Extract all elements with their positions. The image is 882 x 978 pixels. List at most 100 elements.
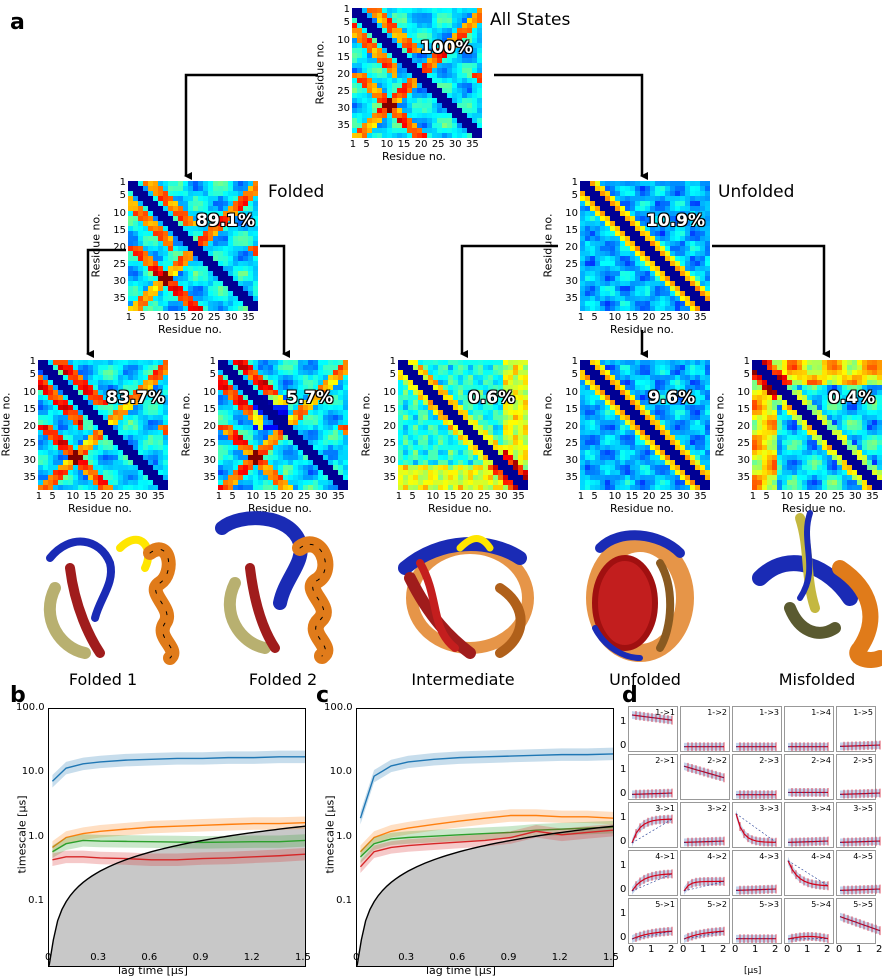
ck-cell-label: 2->5	[853, 756, 873, 765]
map-ylabel: Residue no.	[542, 196, 555, 296]
ck-cell: 4->2	[680, 850, 730, 896]
map-xtick: 30	[495, 491, 508, 502]
ck-cell: 3->2	[680, 802, 730, 848]
map-xtick: 10	[427, 491, 440, 502]
ck-cell-label: 1->1	[655, 708, 675, 717]
ck-cell-label: 2->3	[759, 756, 779, 765]
map-xtick: 35	[512, 491, 525, 502]
chart-xtick: 0	[353, 952, 359, 963]
ck-cell-label: 4->3	[759, 852, 779, 861]
map-xtick: 25	[660, 312, 673, 323]
map-xtick: 10	[67, 491, 80, 502]
map-xtick: 20	[815, 491, 828, 502]
chart-c-xlabel: lag time [μs]	[426, 964, 496, 977]
ck-xtick: 0	[628, 944, 634, 955]
ck-cell: 2->3	[732, 754, 782, 800]
chart-ytick: 0.1	[16, 895, 44, 906]
map-ytick: 25	[328, 86, 350, 97]
map-ylabel: Residue no.	[314, 23, 327, 123]
ck-cell-label: 5->4	[811, 900, 831, 909]
map-xtick: 15	[626, 312, 639, 323]
map-xtick: 10	[381, 139, 394, 150]
map-xtick: 10	[609, 312, 622, 323]
ck-cell-label: 2->4	[811, 756, 831, 765]
map-xtick: 25	[208, 312, 221, 323]
chart-xtick: 0.9	[501, 952, 517, 963]
chart-c-frame	[356, 708, 614, 967]
ck-xtick: 1	[648, 944, 654, 955]
map-ylabel: Residue no.	[360, 375, 373, 475]
map-ytick: 35	[14, 472, 36, 483]
map-xtick: 1	[396, 491, 402, 502]
map-title-unfolded: Unfolded	[718, 182, 794, 202]
ck-cell: 5->2	[680, 898, 730, 944]
map-ytick: 20	[14, 421, 36, 432]
ck-cell-label: 5->3	[759, 900, 779, 909]
structure-label-unfolded: Unfolded	[580, 670, 710, 689]
ck-cell-label: 4->2	[707, 852, 727, 861]
chart-ytick: 0.1	[324, 895, 352, 906]
chart-xtick: 0.3	[398, 952, 414, 963]
map-xtick: 1	[750, 491, 756, 502]
map-xtick: 30	[849, 491, 862, 502]
ck-ytick: 0	[620, 884, 626, 895]
ck-xtick: 0	[732, 944, 738, 955]
contact-map-misfolded	[752, 360, 882, 490]
map-ytick: 15	[14, 404, 36, 415]
map-xlabel: Residue no.	[158, 323, 222, 336]
chart-b	[49, 709, 305, 966]
ck-cell-label: 5->1	[655, 900, 675, 909]
map-ytick: 30	[328, 103, 350, 114]
map-ytick: 5	[728, 369, 750, 380]
ck-cell: 4->1	[628, 850, 678, 896]
map-ytick: 25	[556, 438, 578, 449]
map-xtick: 15	[174, 312, 187, 323]
map-ylabel: Residue no.	[180, 375, 193, 475]
ck-cell: 3->3	[732, 802, 782, 848]
map-ytick: 15	[104, 225, 126, 236]
ck-xtick: 1	[856, 944, 862, 955]
chart-xtick: 0.9	[193, 952, 209, 963]
map-xtick: 5	[139, 312, 145, 323]
ck-xtick: 2	[824, 944, 830, 955]
percent-intermediate: 0.6%	[468, 388, 515, 408]
ck-xtick: 2	[876, 944, 882, 955]
series-line-0	[360, 754, 613, 818]
map-ytick: 1	[556, 177, 578, 188]
map-ytick: 5	[328, 17, 350, 28]
map-ytick: 20	[328, 69, 350, 80]
map-ytick: 10	[194, 387, 216, 398]
chart-xtick: 0	[45, 952, 51, 963]
ck-test-xlabel: [μs]	[744, 966, 761, 976]
map-ytick: 30	[14, 455, 36, 466]
chart-xtick: 0.6	[449, 952, 465, 963]
map-xtick: 35	[332, 491, 345, 502]
ck-xtick: 0	[784, 944, 790, 955]
ck-cell: 5->1	[628, 898, 678, 944]
map-xtick: 25	[298, 491, 311, 502]
map-title-folded: Folded	[268, 182, 324, 202]
map-ytick: 15	[556, 225, 578, 236]
structure-label-intermediate: Intermediate	[398, 670, 528, 689]
ck-xtick: 0	[680, 944, 686, 955]
map-xtick: 10	[157, 312, 170, 323]
ck-xtick: 1	[752, 944, 758, 955]
map-ytick: 15	[194, 404, 216, 415]
map-xtick: 35	[152, 491, 165, 502]
map-xtick: 20	[643, 312, 656, 323]
chart-b-xlabel: lag time [μs]	[118, 964, 188, 977]
map-ytick: 35	[556, 472, 578, 483]
map-xtick: 30	[449, 139, 462, 150]
percent-unfolded: 10.9%	[646, 211, 705, 231]
map-ytick: 25	[728, 438, 750, 449]
map-ytick: 20	[556, 242, 578, 253]
ck-cell: 1->1	[628, 706, 678, 752]
ck-cell-label: 5->2	[707, 900, 727, 909]
map-ytick: 30	[104, 276, 126, 287]
map-xlabel: Residue no.	[382, 150, 446, 163]
map-xtick: 1	[36, 491, 42, 502]
map-xtick: 15	[264, 491, 277, 502]
map-xtick: 5	[229, 491, 235, 502]
ck-ytick: 1	[620, 908, 626, 919]
ck-cell: 4->3	[732, 850, 782, 896]
